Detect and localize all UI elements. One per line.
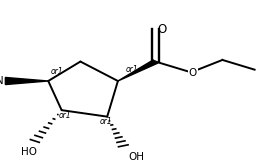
Text: HO: HO <box>21 147 38 157</box>
Text: OH: OH <box>129 152 145 162</box>
Text: H₂N: H₂N <box>0 76 4 86</box>
Polygon shape <box>5 77 48 85</box>
Polygon shape <box>118 60 158 81</box>
Text: O: O <box>189 68 197 78</box>
Text: O: O <box>158 23 167 36</box>
Text: or1: or1 <box>51 67 64 76</box>
Text: or1: or1 <box>126 65 139 74</box>
Text: or1: or1 <box>99 117 112 126</box>
Text: or1: or1 <box>59 110 72 120</box>
